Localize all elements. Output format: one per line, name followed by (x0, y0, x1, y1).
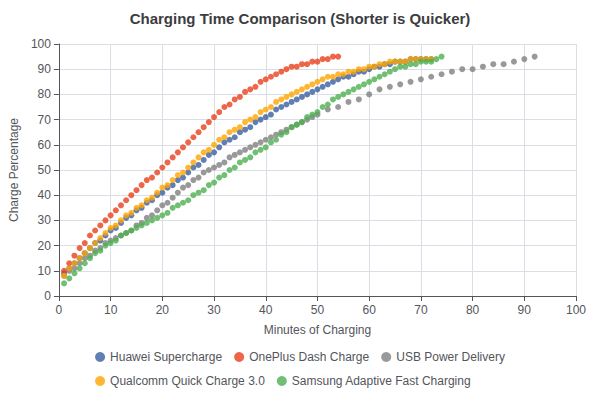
svg-text:100: 100 (566, 303, 586, 317)
svg-text:10: 10 (38, 264, 52, 278)
svg-text:20: 20 (156, 303, 170, 317)
svg-text:Minutes of Charging: Minutes of Charging (264, 323, 371, 337)
svg-text:40: 40 (38, 188, 52, 202)
svg-text:OnePlus Dash Charge: OnePlus Dash Charge (249, 350, 369, 364)
svg-text:50: 50 (311, 303, 325, 317)
svg-text:50: 50 (38, 163, 52, 177)
svg-text:40: 40 (259, 303, 273, 317)
svg-text:60: 60 (362, 303, 376, 317)
svg-text:30: 30 (207, 303, 221, 317)
svg-text:90: 90 (38, 62, 52, 76)
svg-text:60: 60 (38, 138, 52, 152)
svg-text:10: 10 (104, 303, 118, 317)
svg-text:Charge Percentage: Charge Percentage (7, 118, 21, 222)
svg-text:0: 0 (56, 303, 63, 317)
svg-text:80: 80 (466, 303, 480, 317)
svg-text:80: 80 (38, 87, 52, 101)
svg-text:30: 30 (38, 213, 52, 227)
svg-text:Samsung Adaptive Fast Charging: Samsung Adaptive Fast Charging (292, 374, 471, 388)
svg-text:0: 0 (44, 289, 51, 303)
svg-text:70: 70 (414, 303, 428, 317)
svg-text:100: 100 (31, 37, 51, 51)
svg-text:USB Power Delivery: USB Power Delivery (396, 350, 505, 364)
svg-text:20: 20 (38, 239, 52, 253)
svg-text:Huawei Supercharge: Huawei Supercharge (110, 350, 222, 364)
svg-text:70: 70 (38, 113, 52, 127)
svg-text:Qualcomm Quick Charge 3.0: Qualcomm Quick Charge 3.0 (110, 374, 265, 388)
svg-text:90: 90 (518, 303, 532, 317)
svg-text:Charging Time Comparison (Shor: Charging Time Comparison (Shorter is Qui… (130, 10, 471, 27)
